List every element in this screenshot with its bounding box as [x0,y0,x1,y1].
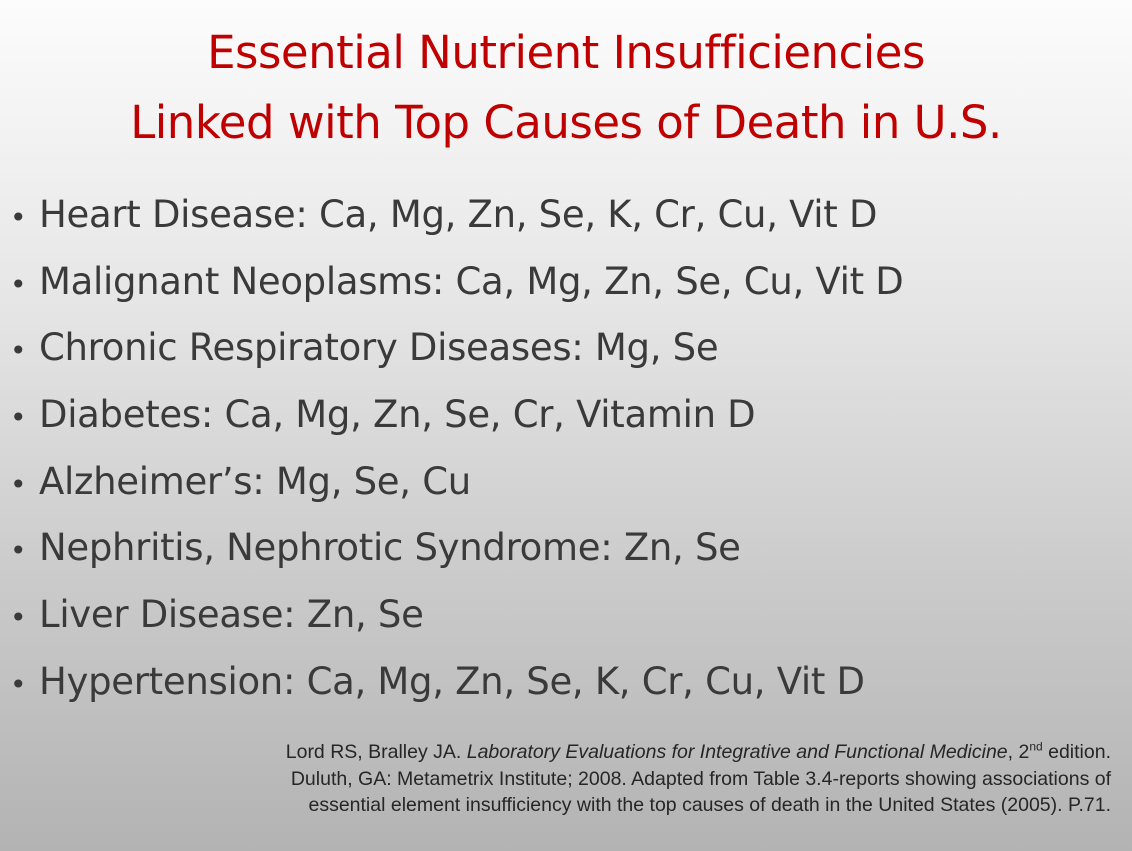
bullet-item-alzheimers: • Alzheimer’s: Mg, Se, Cu [10,449,903,516]
bullet-item-liver-disease: • Liver Disease: Zn, Se [10,582,903,649]
bullet-item-chronic-respiratory: • Chronic Respiratory Diseases: Mg, Se [10,315,903,382]
citation-line-1: Lord RS, Bralley JA. Laboratory Evaluati… [111,739,1111,766]
bullet-text: Liver Disease: Zn, Se [39,593,424,637]
bullet-icon: • [10,267,27,301]
bullet-text: Hypertension: Ca, Mg, Zn, Se, K, Cr, Cu,… [39,659,865,703]
title-line-2: Linked with Top Causes of Death in U.S. [130,96,1002,149]
bullet-icon: • [10,401,27,435]
title-line-1: Essential Nutrient Insufficiencies [207,26,925,79]
bullet-icon: • [10,667,27,701]
bullet-icon: • [10,601,27,635]
bullet-text: Chronic Respiratory Diseases: Mg, Se [39,326,719,370]
bullet-text: Alzheimer’s: Mg, Se, Cu [39,459,471,503]
bullet-text: Nephritis, Nephrotic Syndrome: Zn, Se [39,526,741,570]
citation-line-2: Duluth, GA: Metametrix Institute; 2008. … [290,767,1111,790]
citation-book-title: Laboratory Evaluations for Integrative a… [466,741,1008,763]
citation-edition: , 2 [1007,741,1030,763]
slide-title: Essential Nutrient Insufficiencies Linke… [0,18,1132,158]
bullet-text: Malignant Neoplasms: Ca, Mg, Zn, Se, Cu,… [39,259,904,303]
citation-edition-rest: edition. [1042,741,1111,763]
bullet-item-malignant-neoplasms: • Malignant Neoplasms: Ca, Mg, Zn, Se, Cu… [10,249,904,316]
bullet-item-hypertension: • Hypertension: Ca, Mg, Zn, Se, K, Cr, Cu… [10,649,903,716]
citation: Lord RS, Bralley JA. Laboratory Evaluati… [111,739,1111,819]
bullet-text: Diabetes: Ca, Mg, Zn, Se, Cr, Vitamin D [39,393,756,437]
bullet-text: Heart Disease: Ca, Mg, Zn, Se, K, Cr, Cu… [39,193,878,236]
bullet-item-heart-disease: • Heart Disease: Ca, Mg, Zn, Se, K, Cr, C… [10,182,903,249]
citation-line-3: essential element insufficiency with the… [308,794,1111,816]
bullet-icon: • [10,534,27,568]
bullet-list: • Heart Disease: Ca, Mg, Zn, Se, K, Cr, C… [10,182,904,716]
bullet-icon: • [10,201,27,234]
bullet-icon: • [10,467,27,501]
bullet-item-nephritis: • Nephritis, Nephrotic Syndrome: Zn, Se [10,515,903,582]
citation-edition-suffix: nd [1029,739,1043,754]
bullet-item-diabetes: • Diabetes: Ca, Mg, Zn, Se, Cr, Vitamin D [10,382,903,449]
citation-authors: Lord RS, Bralley JA. [285,741,467,763]
bullet-icon: • [10,334,27,368]
